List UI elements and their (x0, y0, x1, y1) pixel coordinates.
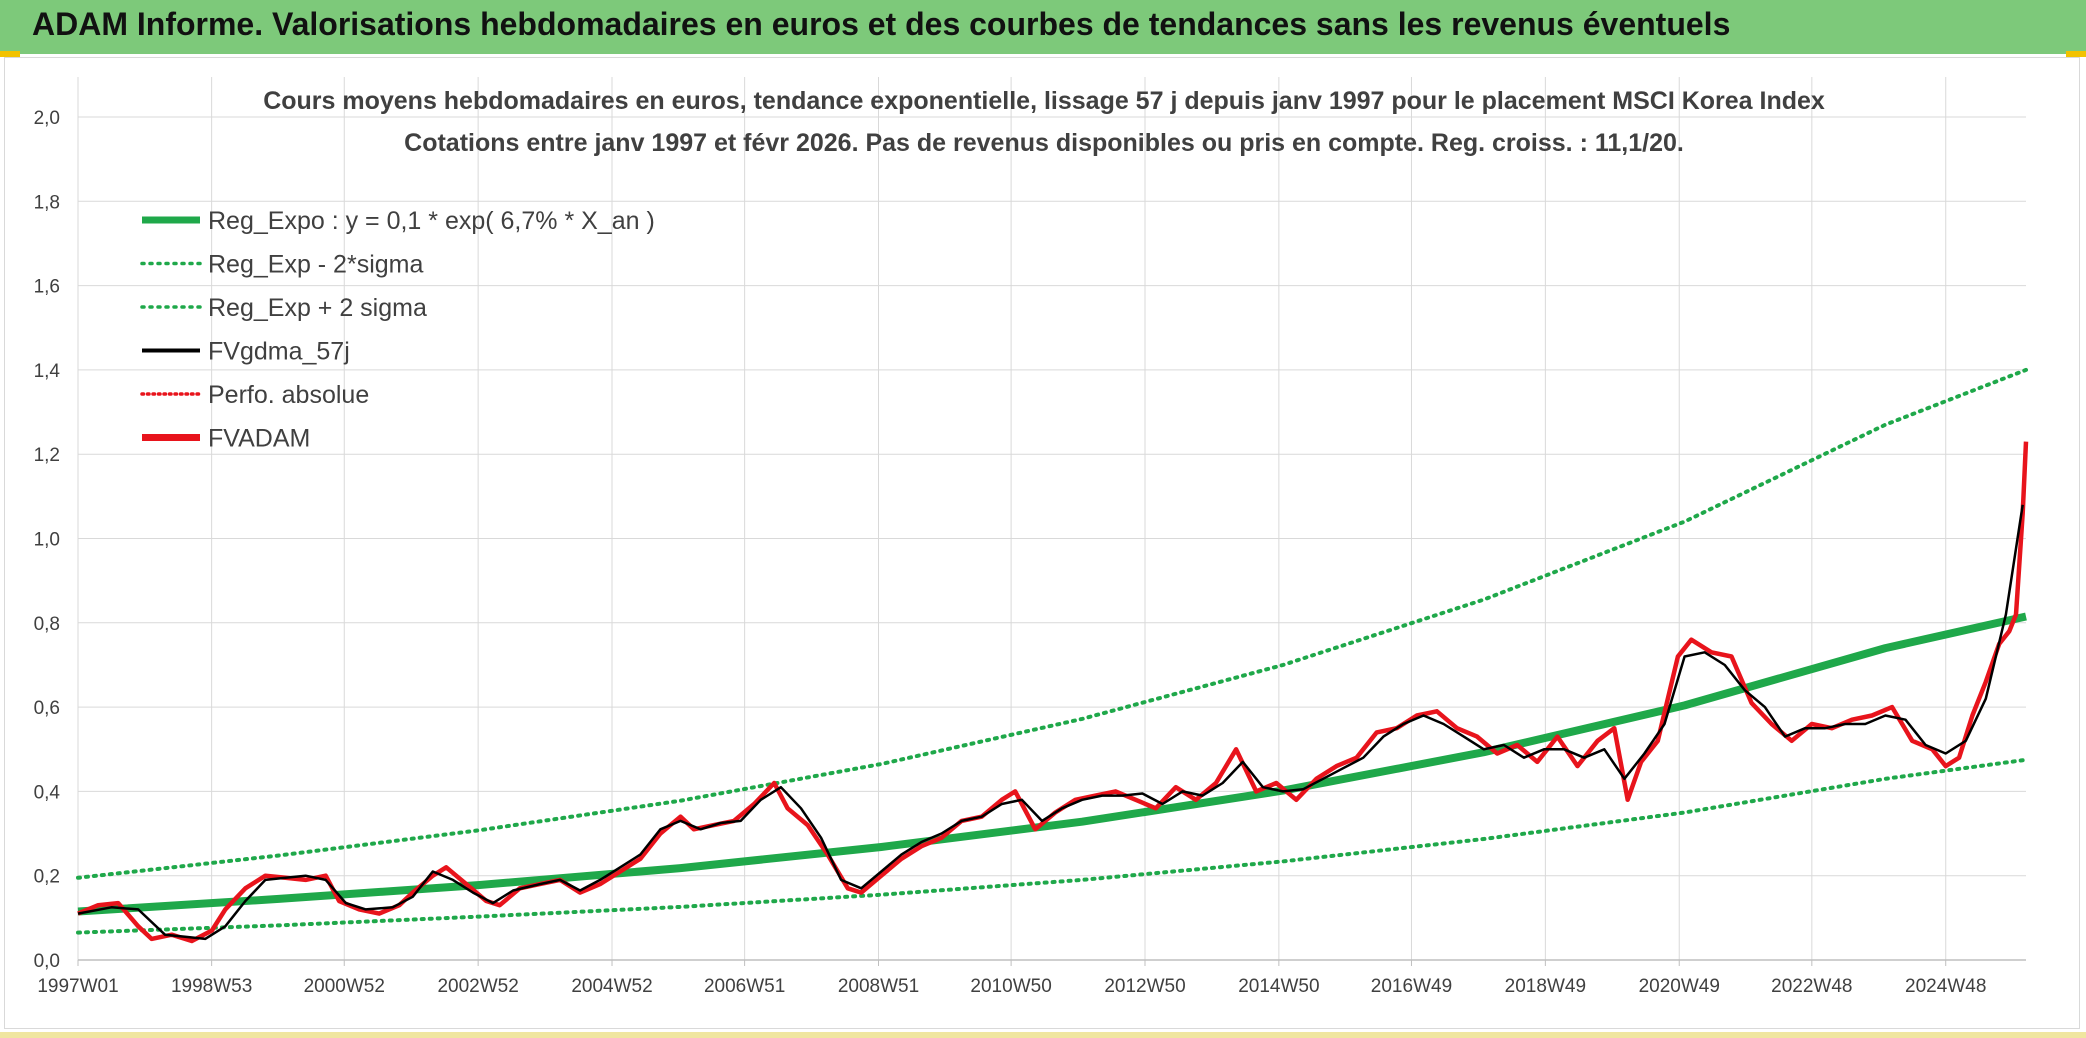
chart-subtitle: Cotations entre janv 1997 et févr 2026. … (404, 129, 1684, 157)
series-lines (76, 367, 2029, 944)
x-tick-label: 2012W50 (1104, 976, 1185, 997)
series-line-0 (77, 612, 2027, 916)
y-tick-label: 1,6 (34, 277, 60, 298)
legend: Reg_Expo : y = 0,1 * exp( 6,7% * X_an ) R… (140, 207, 655, 453)
legend-label: Reg_Exp + 2 sigma (208, 294, 427, 322)
legend-label: Perfo. absolue (208, 381, 369, 409)
header-banner: ADAM Informe. Valorisations hebdomadaire… (0, 0, 2086, 54)
y-tick-label: 1,8 (34, 192, 60, 213)
legend-label: Reg_Expo : y = 0,1 * exp( 6,7% * X_an ) (208, 207, 655, 235)
legend-label: FVADAM (208, 425, 310, 453)
x-tick-labels: 1997W01 1998W53 2000W52 2002W52 2004W52 2006W… (37, 976, 1986, 997)
corner-marker-left (0, 51, 20, 57)
y-tick-label: 0,6 (34, 698, 60, 719)
series-line-3 (77, 504, 2024, 941)
chart-title: Cours moyens hebdomadaires en euros, ten… (263, 87, 1825, 115)
grid (77, 77, 2026, 966)
y-tick-label: 0,0 (34, 951, 60, 972)
x-tick-label: 2010W50 (970, 976, 1051, 997)
bottom-bar (0, 1032, 2086, 1038)
y-tick-label: 2,0 (34, 108, 60, 129)
legend-label: FVgdma_57j (208, 338, 350, 366)
x-tick-label: 2020W49 (1639, 976, 1720, 997)
x-tick-label: 2018W49 (1505, 976, 1586, 997)
x-tick-label: 2004W52 (571, 976, 652, 997)
x-tick-label: 2000W52 (304, 976, 385, 997)
series-line-2 (76, 367, 2028, 880)
y-tick-label: 1,4 (34, 361, 61, 382)
x-tick-label: 1998W53 (171, 976, 252, 997)
y-tick-label: 1,0 (34, 530, 60, 551)
y-tick-labels: 0,0 0,2 0,4 0,6 0,8 1,0 1,2 1,4 1,6 1,8 2,0 (34, 108, 61, 972)
y-tick-label: 1,2 (34, 445, 60, 466)
page-title: ADAM Informe. Valorisations hebdomadaire… (32, 6, 1731, 42)
x-tick-label: 2008W51 (838, 976, 919, 997)
y-tick-label: 0,8 (34, 614, 60, 635)
x-tick-label: 1997W01 (37, 976, 118, 997)
x-tick-label: 2024W48 (1905, 976, 1986, 997)
legend-label: Reg_Exp - 2*sigma (208, 251, 423, 279)
y-tick-label: 0,2 (34, 867, 60, 888)
x-tick-label: 2006W51 (704, 976, 785, 997)
x-tick-label: 2014W50 (1238, 976, 1319, 997)
y-tick-label: 0,4 (34, 782, 61, 803)
x-tick-label: 2016W49 (1371, 976, 1452, 997)
chart-frame (4, 57, 2080, 1029)
series-line-1 (76, 757, 2028, 935)
corner-marker-right (2066, 51, 2086, 57)
series-line-5 (77, 441, 2029, 944)
x-tick-label: 2002W52 (437, 976, 518, 997)
x-tick-label: 2022W48 (1771, 976, 1852, 997)
